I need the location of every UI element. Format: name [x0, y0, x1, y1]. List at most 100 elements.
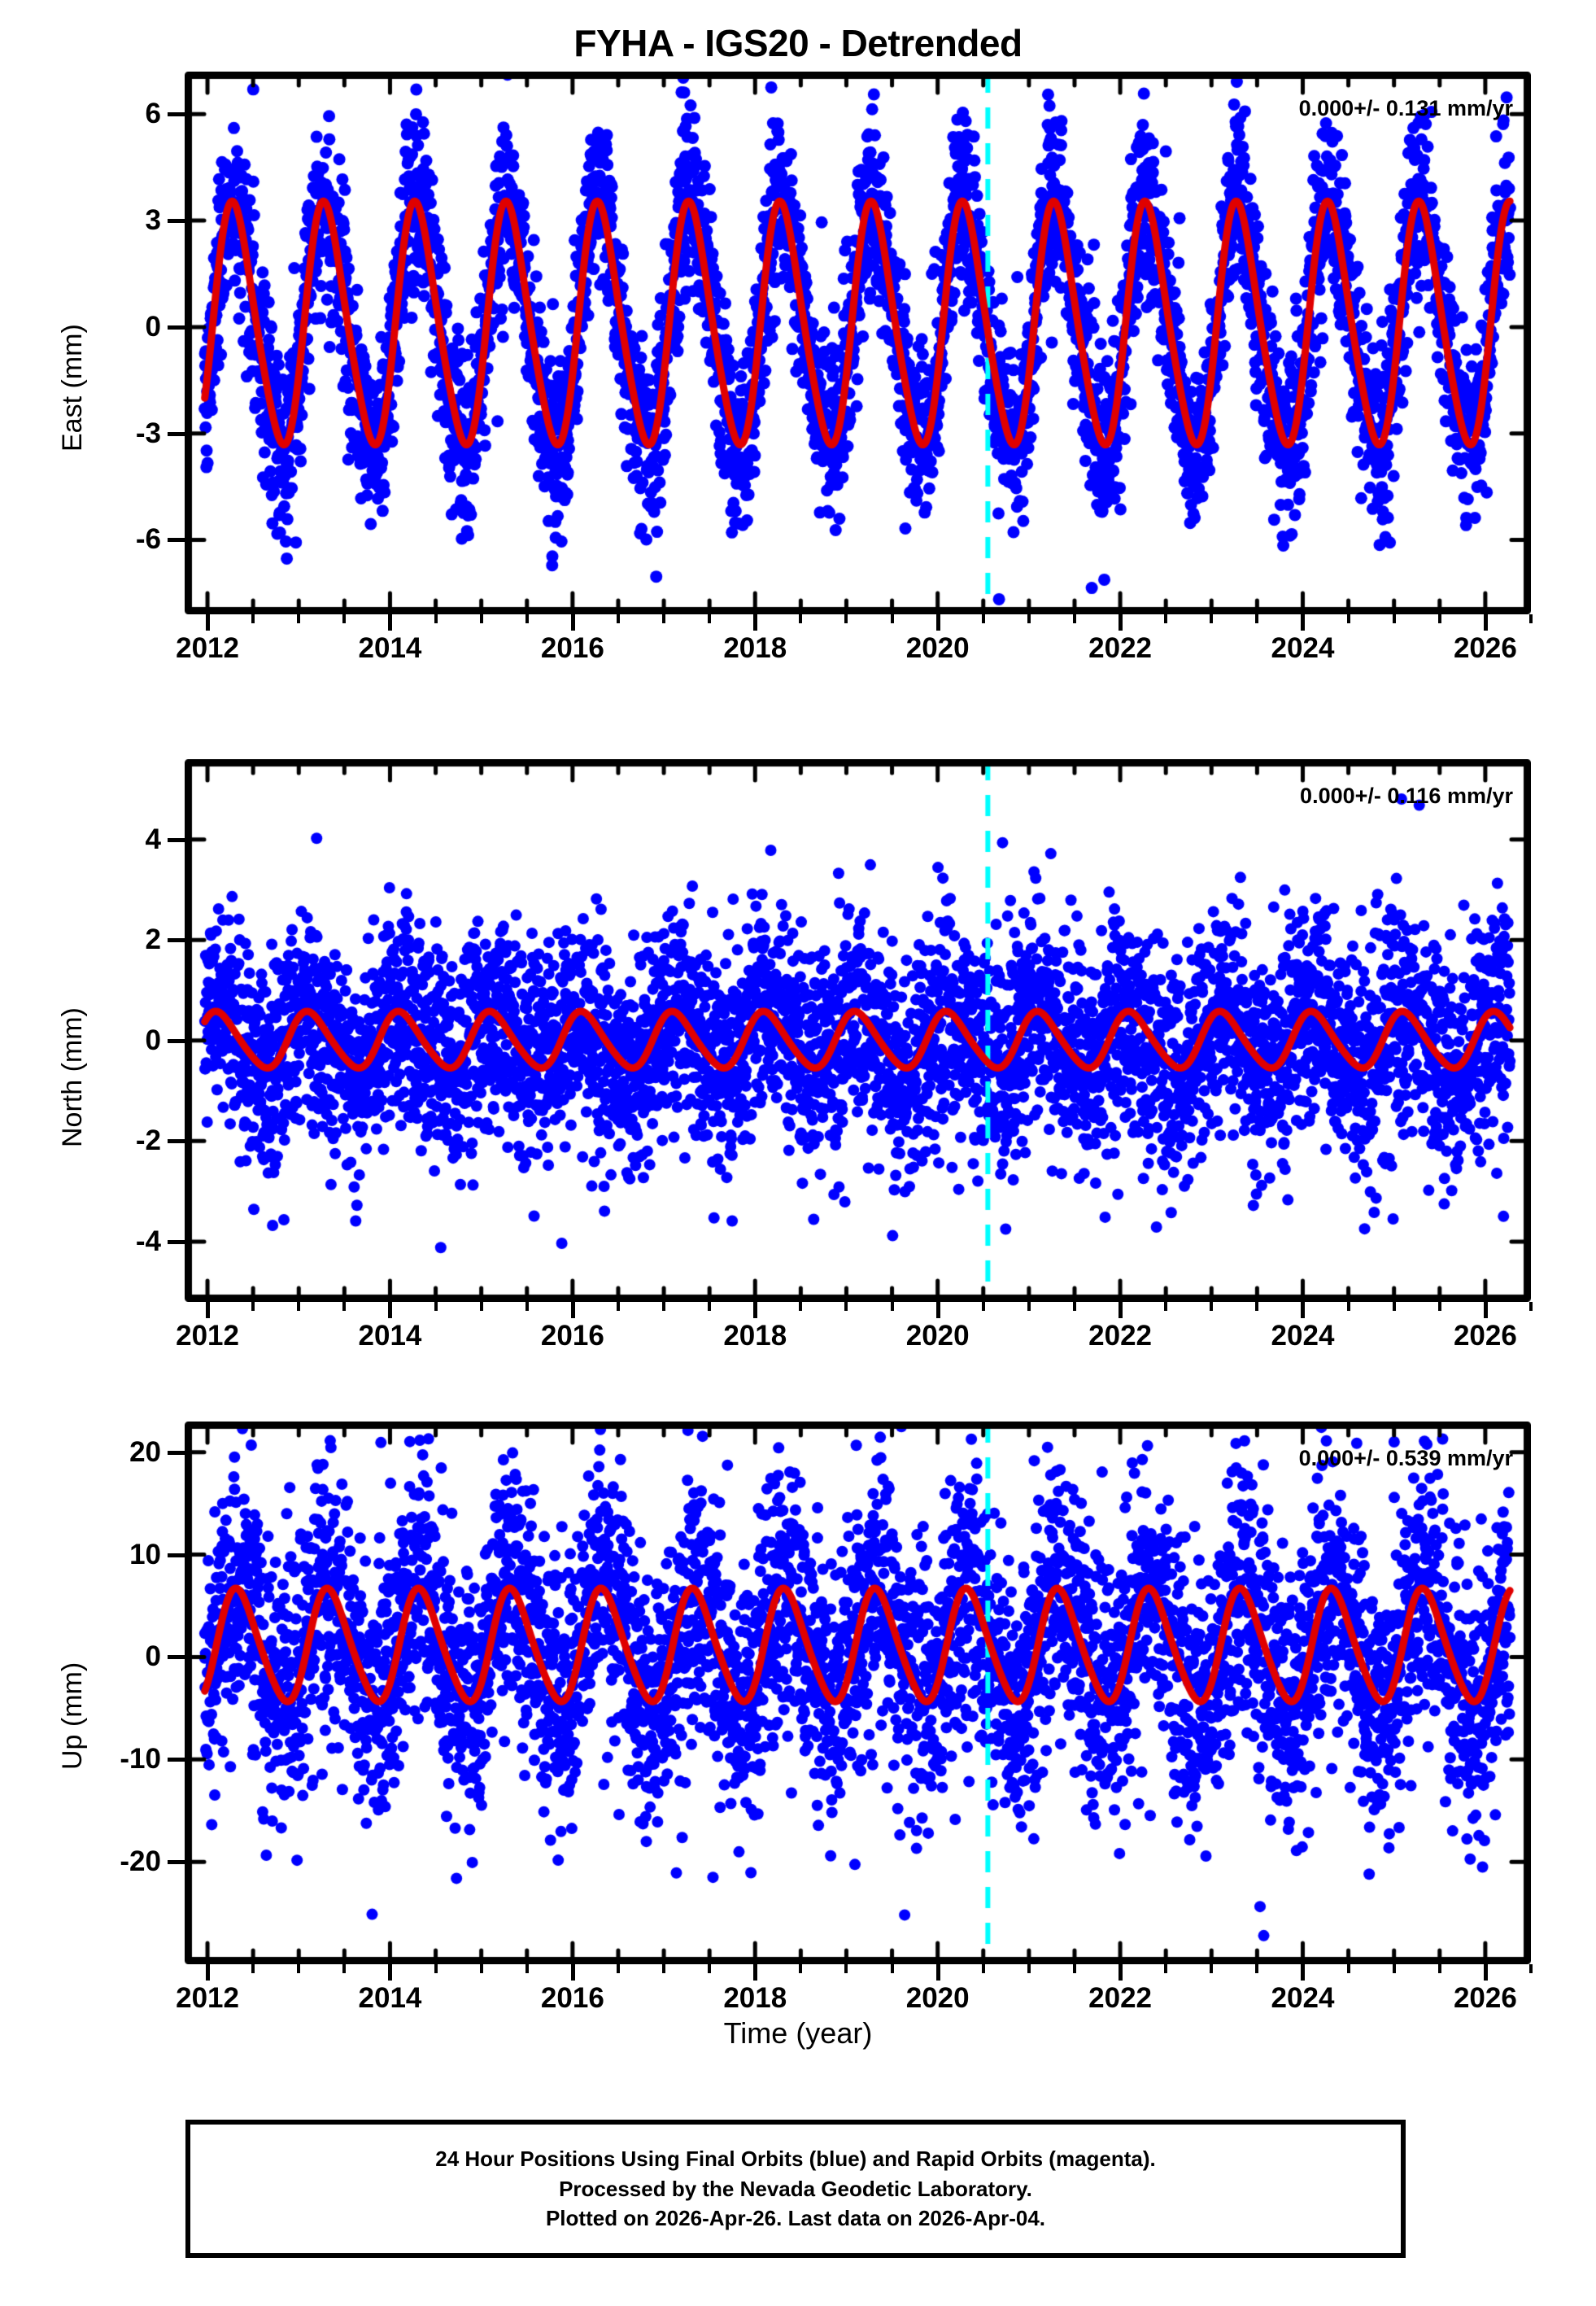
xtick-mark: [1483, 614, 1488, 631]
plot-canvas-east: [185, 72, 1531, 614]
xtick-label: 2012: [176, 632, 239, 664]
ytick-label: 6: [145, 98, 161, 130]
xtick-mark-minor: [1164, 614, 1168, 623]
xtick-mark-minor: [708, 1302, 712, 1311]
xtick-mark: [206, 1964, 211, 1981]
ytick-label: -3: [135, 417, 161, 449]
xtick-mark-minor: [1072, 1964, 1076, 1973]
ytick-label: 4: [145, 823, 161, 855]
xtick-mark-minor: [662, 614, 666, 623]
footer-line-2: Processed by the Nevada Geodetic Laborat…: [559, 2176, 1032, 2201]
xtick-label: 2024: [1271, 1320, 1335, 1352]
xtick-mark-minor: [844, 1302, 848, 1311]
xtick-mark-minor: [525, 614, 529, 623]
xtick-label: 2016: [540, 1982, 604, 2014]
ytick-mark: [168, 1038, 185, 1043]
xtick-label: 2012: [176, 1982, 239, 2014]
ytick-label: -4: [135, 1225, 161, 1257]
xtick-mark-minor: [1027, 614, 1031, 623]
xtick-label: 2020: [905, 1982, 970, 2014]
xtick-mark-minor: [1210, 614, 1214, 623]
xtick-mark-minor: [479, 614, 483, 623]
xtick-mark-minor: [434, 1302, 438, 1311]
xtick-label: 2012: [176, 1320, 239, 1352]
ytick-label: 10: [129, 1538, 161, 1570]
xtick-mark-minor: [662, 1302, 666, 1311]
xtick-mark-minor: [1392, 614, 1396, 623]
xtick-mark-minor: [297, 1302, 301, 1311]
chart-panel-east: [185, 72, 1531, 614]
xtick-mark-minor: [1437, 1302, 1441, 1311]
chart-panel-up: [185, 1422, 1531, 1964]
xtick-label: 2018: [723, 1982, 787, 2014]
xtick-mark: [753, 1964, 758, 1981]
xtick-mark-minor: [708, 1964, 712, 1973]
plot-canvas-up: [185, 1422, 1531, 1964]
xtick-mark-minor: [434, 614, 438, 623]
ytick-label: 20: [129, 1435, 161, 1468]
xtick-mark-minor: [342, 1964, 347, 1973]
xtick-mark: [753, 614, 758, 631]
xtick-mark-minor: [1210, 1964, 1214, 1973]
xtick-mark-minor: [1255, 614, 1259, 623]
xtick-mark-minor: [1529, 1302, 1533, 1311]
xtick-mark-minor: [799, 614, 803, 623]
xtick-mark-minor: [297, 614, 301, 623]
xtick-mark-minor: [1027, 1964, 1031, 1973]
ytick-mark: [168, 325, 185, 330]
xtick-mark-minor: [1346, 614, 1350, 623]
xtick-label: 2022: [1088, 632, 1153, 664]
xtick-label: 2018: [723, 1320, 787, 1352]
xtick-mark: [570, 614, 575, 631]
xtick-mark-minor: [890, 1964, 894, 1973]
ytick-mark: [168, 219, 185, 224]
xtick-mark-minor: [1346, 1964, 1350, 1973]
ytick-mark: [168, 1139, 185, 1144]
xtick-mark: [206, 614, 211, 631]
ytick-mark: [168, 1655, 185, 1660]
xtick-label: 2026: [1453, 1982, 1517, 2014]
xtick-mark-minor: [1072, 614, 1076, 623]
ytick-mark: [168, 837, 185, 842]
xtick-mark: [935, 614, 940, 631]
xtick-mark-minor: [251, 1964, 255, 1973]
xtick-label: 2022: [1088, 1320, 1153, 1352]
ytick-mark: [168, 1239, 185, 1244]
ytick-mark: [168, 938, 185, 943]
xtick-mark: [570, 1302, 575, 1318]
xtick-mark: [1119, 1964, 1123, 1981]
xtick-mark-minor: [708, 614, 712, 623]
xtick-mark-minor: [479, 1302, 483, 1311]
xtick-label: 2016: [540, 632, 604, 664]
xtick-mark-minor: [342, 614, 347, 623]
xtick-mark-minor: [1255, 1964, 1259, 1973]
plot-canvas-north: [185, 759, 1531, 1302]
ytick-label: 3: [145, 204, 161, 237]
xtick-mark-minor: [799, 1964, 803, 1973]
page-title: FYHA - IGS20 - Detrended: [573, 22, 1023, 64]
xtick-mark-minor: [1027, 1302, 1031, 1311]
xtick-label: 2024: [1271, 632, 1335, 664]
xtick-mark-minor: [251, 1302, 255, 1311]
xtick-label: 2024: [1271, 1982, 1335, 2014]
xtick-mark: [935, 1302, 940, 1318]
ytick-mark: [168, 431, 185, 436]
xtick-label: 2026: [1453, 1320, 1517, 1352]
footer-caption-box: 24 Hour Positions Using Final Orbits (bl…: [185, 2120, 1406, 2258]
rate-annotation-up: 0.000+/- 0.539 mm/yr: [1298, 1446, 1513, 1470]
ytick-label: -2: [135, 1125, 161, 1157]
xtick-mark: [1483, 1964, 1488, 1981]
ytick-label: -20: [120, 1845, 161, 1878]
xtick-mark-minor: [1255, 1302, 1259, 1311]
rate-annotation-north: 0.000+/- 0.116 mm/yr: [1300, 784, 1513, 808]
ytick-mark: [168, 538, 185, 543]
ytick-label: 0: [145, 1640, 161, 1673]
xtick-mark: [1301, 614, 1306, 631]
ytick-mark: [168, 1553, 185, 1557]
xtick-mark: [388, 1964, 393, 1981]
ytick-mark: [168, 112, 185, 117]
xtick-mark-minor: [479, 1964, 483, 1973]
xtick-mark-minor: [1392, 1302, 1396, 1311]
xtick-mark-minor: [297, 1964, 301, 1973]
xtick-mark-minor: [1392, 1964, 1396, 1973]
